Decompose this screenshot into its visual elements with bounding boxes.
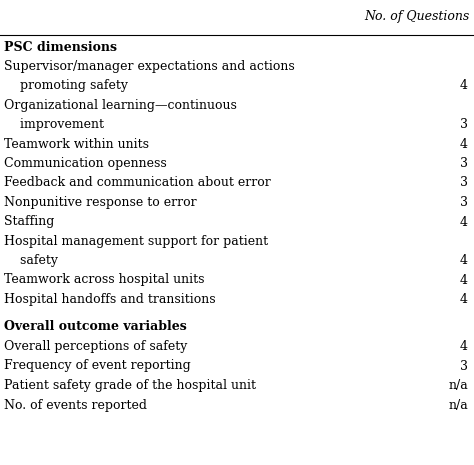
Text: PSC dimensions: PSC dimensions — [4, 41, 117, 54]
Text: 3: 3 — [460, 157, 468, 170]
Text: Hospital management support for patient: Hospital management support for patient — [4, 235, 268, 248]
Text: Communication openness: Communication openness — [4, 157, 167, 170]
Text: No. of events reported: No. of events reported — [4, 399, 147, 412]
Text: 4: 4 — [460, 80, 468, 93]
Text: promoting safety: promoting safety — [4, 80, 128, 93]
Text: 4: 4 — [460, 254, 468, 267]
Text: 4: 4 — [460, 273, 468, 286]
Text: safety: safety — [4, 254, 58, 267]
Text: Frequency of event reporting: Frequency of event reporting — [4, 359, 191, 372]
Text: Overall outcome variables: Overall outcome variables — [4, 320, 187, 333]
Text: 3: 3 — [460, 177, 468, 190]
Text: n/a: n/a — [448, 379, 468, 392]
Text: Hospital handoffs and transitions: Hospital handoffs and transitions — [4, 293, 216, 306]
Text: 4: 4 — [460, 215, 468, 228]
Text: 4: 4 — [460, 293, 468, 306]
Text: 4: 4 — [460, 138, 468, 151]
Text: Feedback and communication about error: Feedback and communication about error — [4, 177, 271, 190]
Text: Organizational learning—continuous: Organizational learning—continuous — [4, 99, 237, 112]
Text: 3: 3 — [460, 359, 468, 372]
Text: Nonpunitive response to error: Nonpunitive response to error — [4, 196, 197, 209]
Text: Teamwork within units: Teamwork within units — [4, 138, 149, 151]
Text: 4: 4 — [460, 340, 468, 353]
Text: Overall perceptions of safety: Overall perceptions of safety — [4, 340, 187, 353]
Text: Teamwork across hospital units: Teamwork across hospital units — [4, 273, 204, 286]
Text: Staffing: Staffing — [4, 215, 55, 228]
Text: No. of Questions: No. of Questions — [365, 10, 470, 23]
Text: 3: 3 — [460, 118, 468, 131]
Text: 3: 3 — [460, 196, 468, 209]
Text: improvement: improvement — [4, 118, 104, 131]
Text: Supervisor/manager expectations and actions: Supervisor/manager expectations and acti… — [4, 60, 295, 73]
Text: Patient safety grade of the hospital unit: Patient safety grade of the hospital uni… — [4, 379, 256, 392]
Text: n/a: n/a — [448, 399, 468, 412]
